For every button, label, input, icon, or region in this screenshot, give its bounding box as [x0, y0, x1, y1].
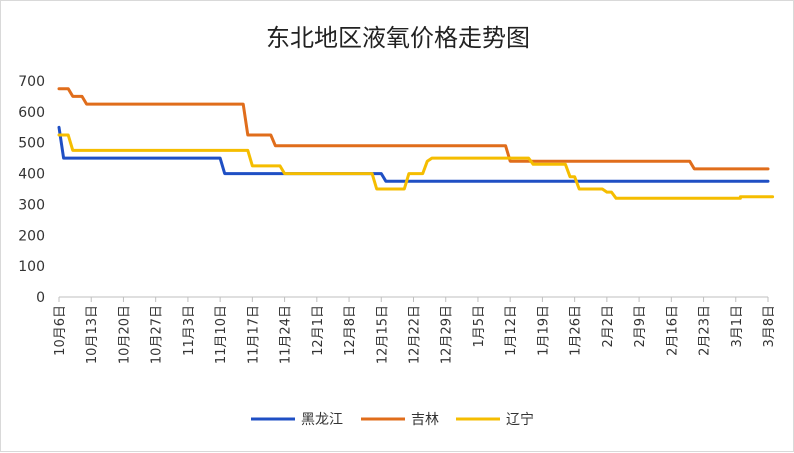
series-group	[57, 87, 775, 200]
series-line-3	[57, 133, 775, 200]
y-tick-label: 400	[18, 167, 45, 183]
x-tick-label: 3月1日	[730, 305, 745, 348]
y-tick-label: 200	[18, 228, 45, 244]
chart-title: 东北地区液氧价格走势图	[266, 24, 530, 52]
x-tick-label: 12月1日	[311, 305, 326, 356]
series-line-2	[57, 87, 770, 171]
x-tick-label: 2月16日	[665, 305, 680, 356]
x-tick-label: 11月10日	[214, 305, 229, 364]
x-axis: 10月6日 10月13日 10月20日 10月27日 11月3日 11月10日 11月17日…	[53, 296, 777, 364]
x-tick-label: 1月5日	[472, 305, 487, 348]
x-tick-label: 11月17日	[246, 305, 261, 364]
legend: 黑龙江 吉林 辽宁	[251, 411, 534, 428]
legend-label: 吉林	[411, 412, 439, 428]
legend-label: 黑龙江	[301, 412, 343, 428]
y-axis: 0 100 200 300 400 500 600 700	[18, 74, 45, 306]
x-tick-label: 10月6日	[53, 305, 68, 356]
y-tick-label: 600	[18, 105, 45, 121]
x-tick-label: 11月3日	[182, 305, 197, 356]
x-tick-label: 10月27日	[150, 305, 165, 364]
x-tick-label: 1月19日	[536, 305, 551, 356]
x-tick-label: 3月8日	[762, 305, 777, 348]
x-tick-label: 11月24日	[279, 305, 294, 364]
x-tick-label: 2月2日	[601, 305, 616, 348]
y-tick-label: 100	[18, 259, 45, 275]
x-tick-label: 1月12日	[504, 305, 519, 356]
x-tick-label: 10月13日	[85, 305, 100, 364]
legend-label: 辽宁	[506, 411, 534, 428]
y-tick-label: 500	[18, 136, 45, 152]
x-tick-label: 2月23日	[698, 305, 713, 356]
x-tick-label: 1月26日	[569, 305, 584, 356]
y-tick-label: 300	[18, 197, 45, 213]
x-tick-label: 10月20日	[117, 305, 132, 364]
x-tick-label: 12月22日	[408, 305, 423, 364]
y-tick-label: 700	[18, 74, 45, 90]
x-tick-label: 12月15日	[375, 305, 390, 364]
x-tick-label: 12月29日	[440, 305, 455, 364]
x-tick-label: 2月9日	[633, 305, 648, 348]
y-tick-label: 0	[36, 290, 45, 306]
x-tick-label: 12月8日	[343, 305, 358, 356]
